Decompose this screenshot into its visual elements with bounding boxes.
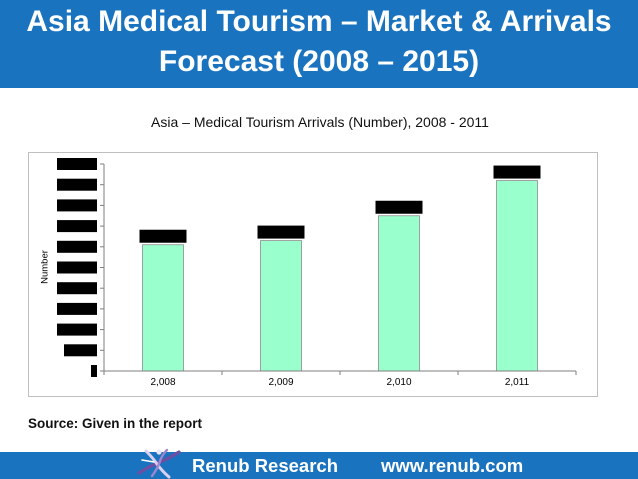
bar-2011 bbox=[496, 180, 538, 372]
data-label-redacted-2008 bbox=[139, 229, 187, 243]
chart-frame: Number 2,008 2,009 2,010 2,011 bbox=[28, 152, 598, 397]
chart-title: Asia – Medical Tourism Arrivals (Number)… bbox=[151, 114, 489, 130]
footer-brand: Renub Research bbox=[192, 455, 338, 476]
y-tick-label-redacted bbox=[91, 365, 97, 377]
footer-bar: Renub Research www.renub.com bbox=[0, 452, 638, 479]
y-tick-label-redacted bbox=[64, 344, 97, 357]
bar-2010 bbox=[378, 215, 420, 372]
y-tick-label-redacted bbox=[57, 199, 97, 212]
y-tick-label-redacted bbox=[57, 261, 97, 274]
source-note: Source: Given in the report bbox=[28, 416, 203, 431]
y-tick-label-redacted bbox=[57, 158, 97, 170]
y-tick-label-redacted bbox=[57, 220, 97, 233]
y-tick-label-redacted bbox=[57, 178, 97, 191]
y-tick-label-redacted bbox=[57, 323, 97, 336]
data-label-redacted-2011 bbox=[493, 165, 541, 179]
renub-logo-icon bbox=[137, 448, 181, 479]
bar-2008 bbox=[142, 244, 184, 372]
x-tick-label-2010: 2,010 bbox=[386, 377, 411, 388]
title-banner: Asia Medical Tourism – Market & Arrivals… bbox=[0, 0, 638, 88]
x-tick-label-2009: 2,009 bbox=[268, 377, 293, 388]
data-label-redacted-2010 bbox=[375, 200, 423, 214]
y-axis-title: Number bbox=[40, 250, 51, 284]
x-tick-label-2011: 2,011 bbox=[505, 377, 530, 388]
y-tick-label-redacted bbox=[57, 240, 97, 253]
bar-chart: Number 2,008 2,009 2,010 2,011 bbox=[40, 158, 577, 388]
slide-title-line-1: Asia Medical Tourism – Market & Arrivals bbox=[26, 5, 612, 38]
footer-website: www.renub.com bbox=[381, 455, 524, 476]
slide-title-line-2: Forecast (2008 – 2015) bbox=[158, 45, 480, 78]
x-tick-label-2008: 2,008 bbox=[150, 377, 175, 388]
y-tick-label-redacted bbox=[57, 282, 97, 295]
data-label-redacted-2009 bbox=[257, 225, 305, 239]
y-tick-label-redacted bbox=[57, 302, 97, 315]
bar-2009 bbox=[260, 240, 302, 372]
